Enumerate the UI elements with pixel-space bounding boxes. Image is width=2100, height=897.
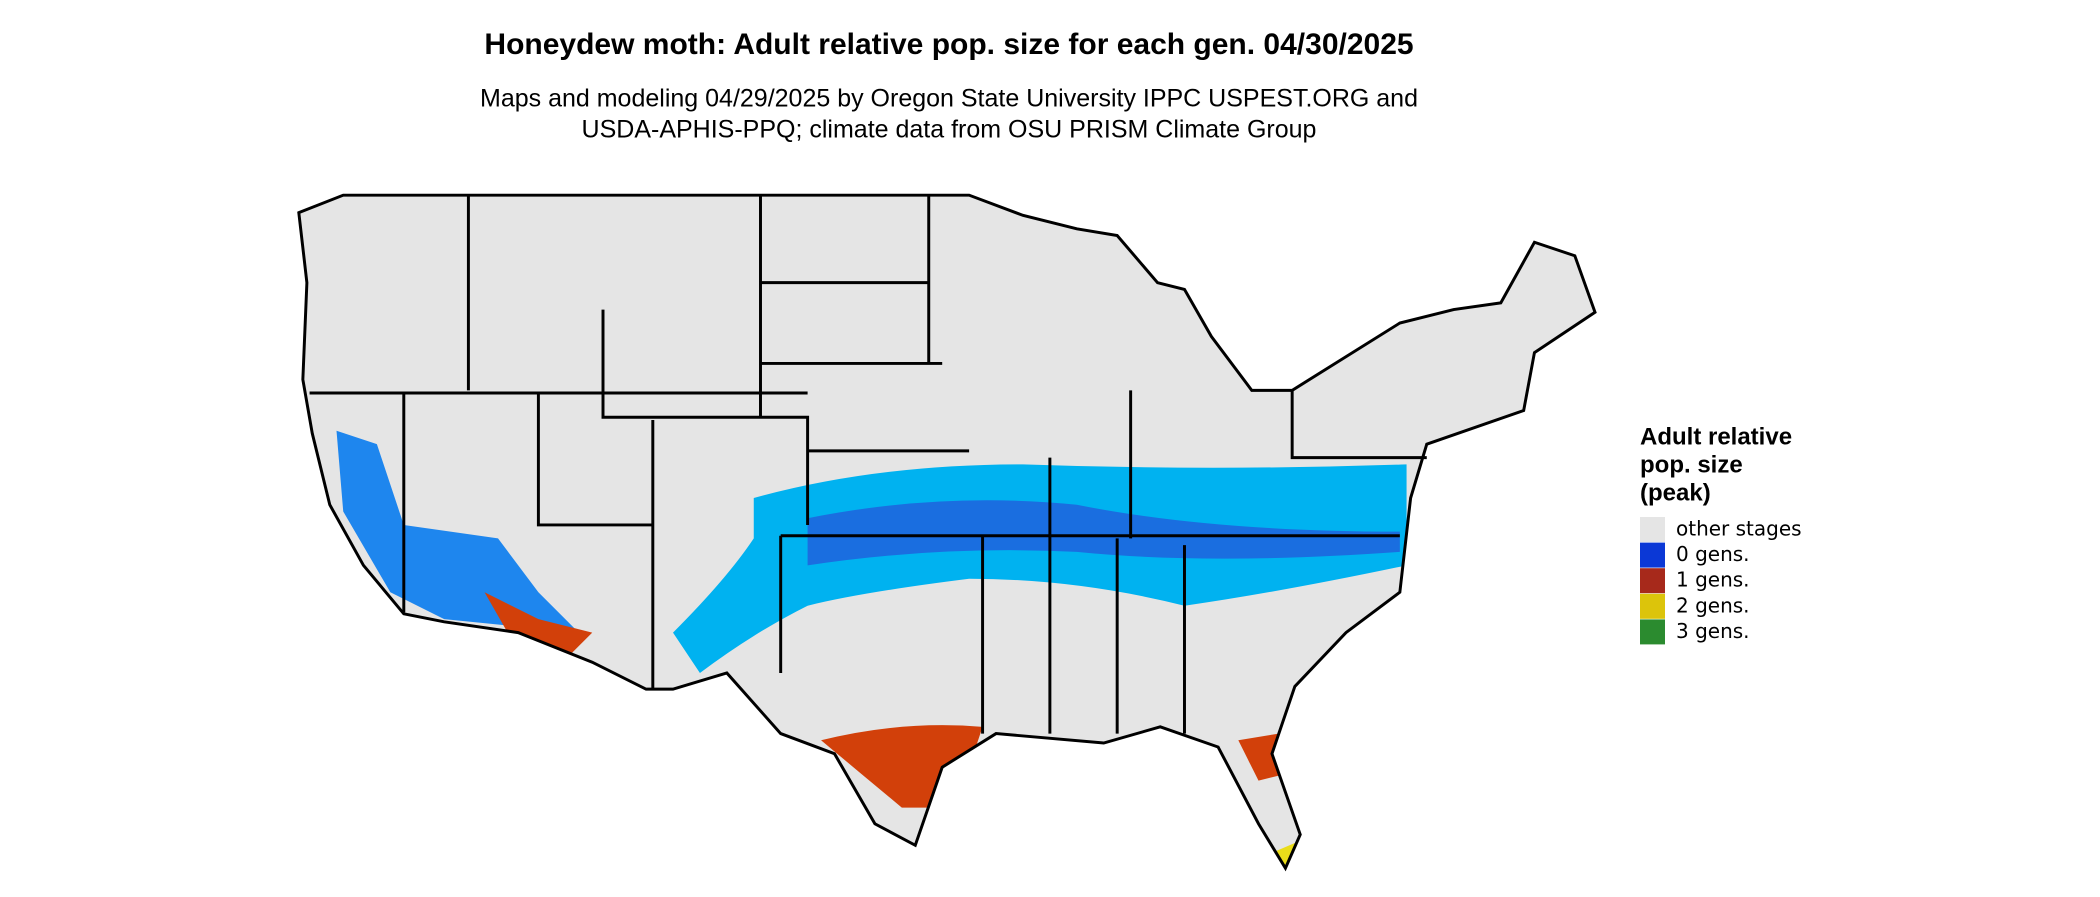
title: Honeydew moth: Adult relative pop. size …	[484, 28, 1413, 61]
legend-label: 2 gens.	[1676, 593, 1750, 617]
legend-swatch	[1640, 542, 1665, 568]
legend-swatch	[1640, 619, 1665, 645]
legend-swatch	[1640, 517, 1665, 542]
legend-title: pop. size	[1640, 451, 1743, 478]
legend-swatch	[1640, 568, 1665, 594]
legend-label: other stages	[1676, 517, 1802, 541]
subtitle: USDA-APHIS-PPQ; climate data from OSU PR…	[582, 116, 1317, 144]
legend-label: 1 gens.	[1676, 568, 1750, 592]
borders	[297, 193, 1597, 870]
legend-title: (peak)	[1640, 479, 1711, 506]
subtitle: Maps and modeling 04/29/2025 by Oregon S…	[480, 85, 1418, 113]
legend-title: Adult relative	[1640, 423, 1792, 450]
legend-swatch	[1640, 593, 1665, 619]
legend-label: 0 gens.	[1676, 542, 1750, 566]
legend-label: 3 gens.	[1676, 619, 1750, 643]
us-map	[297, 193, 1597, 870]
